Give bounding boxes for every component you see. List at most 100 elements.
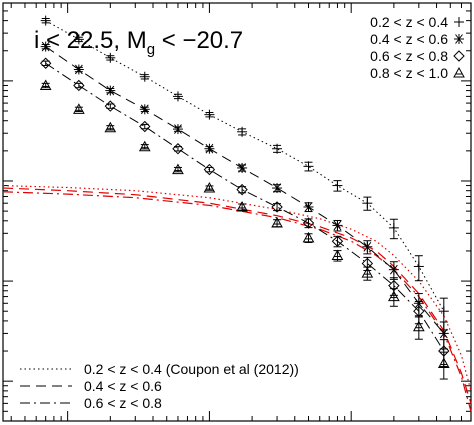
data-point-diamond (271, 201, 283, 213)
triangle-shape (236, 200, 248, 212)
data-point-triangle (271, 217, 283, 228)
data-point-triangle (388, 290, 400, 302)
data-point-plus (413, 261, 424, 272)
model-curve-3 (2, 191, 472, 412)
series-1-points (40, 15, 449, 331)
data-point-plus (139, 71, 150, 82)
data-point-triangle (73, 103, 85, 114)
triangle-shape (437, 357, 450, 369)
data-point-asterisk (438, 328, 449, 339)
model-curve-1 (2, 185, 472, 392)
chart-title: i < 22.5, Mg < −20.7 (34, 27, 243, 58)
plot-frame (2, 2, 472, 422)
diamond-shape (453, 50, 465, 62)
data-point-plus (272, 143, 283, 154)
data-point-triangle (39, 79, 52, 90)
chart-title-main: i < 22.5, M (34, 27, 147, 54)
triangle-shape (203, 182, 216, 193)
data-point-asterisk (139, 104, 150, 115)
legend-marker-triangle (453, 66, 465, 78)
data-point-triangle (437, 357, 450, 369)
diamond-shape (271, 201, 283, 213)
data-point-plus (362, 198, 373, 209)
triangle-shape (453, 66, 465, 78)
data-point-triangle (138, 140, 151, 152)
data-point-asterisk (362, 241, 373, 252)
triangle-shape (138, 140, 151, 152)
data-point-plus (105, 52, 116, 63)
data-point-diamond (172, 143, 184, 155)
data-point-triangle (104, 121, 117, 133)
data-point-asterisk (272, 183, 283, 194)
data-point-plus (40, 15, 51, 26)
series-4-points (39, 79, 450, 380)
series-line-3 (45, 62, 445, 352)
data-points (39, 15, 450, 380)
legend-model-lines: 0.2 < z < 0.4 (Coupon et al (2012))0.4 <… (20, 361, 299, 411)
data-point-asterisk (40, 41, 51, 52)
data-point-diamond (236, 183, 248, 196)
data-point-diamond (203, 163, 216, 176)
data-point-plus (204, 109, 215, 120)
data-point-triangle (172, 163, 184, 175)
diamond-shape (172, 143, 184, 155)
axis-ticks (3, 2, 471, 422)
legend-redshift-markers: 0.2 < z < 0.40.4 < z < 0.60.6 < z < 0.80… (370, 14, 465, 81)
data-point-triangle (361, 267, 374, 278)
series-lines (45, 20, 445, 352)
data-point-triangle (302, 231, 315, 243)
data-point-triangle (331, 249, 344, 261)
series-line-2 (45, 46, 445, 334)
legend-entry-label: 0.4 < z < 0.6 (370, 31, 448, 47)
diamond-shape (203, 163, 216, 176)
data-point-diamond (104, 100, 117, 112)
chart-title-subscript: g (147, 41, 155, 58)
triangle-shape (104, 121, 117, 133)
diamond-shape (73, 79, 85, 92)
data-point-triangle (236, 200, 248, 212)
legend-entry-label: 0.6 < z < 0.8 (370, 48, 448, 64)
triangle-shape (302, 231, 315, 243)
triangle-shape (39, 79, 52, 90)
data-point-plus (237, 126, 248, 137)
triangle-shape (331, 249, 344, 261)
diamond-shape (331, 235, 344, 247)
data-point-diamond (302, 217, 315, 229)
diamond-shape (139, 120, 151, 133)
triangle-shape (361, 267, 374, 278)
data-point-diamond (39, 57, 52, 69)
legend-entry-label: 0.6 < z < 0.8 (84, 395, 162, 411)
legend-entry-label: 0.8 < z < 1.0 (370, 65, 448, 81)
series-2-points (40, 41, 449, 350)
data-point-diamond (331, 235, 344, 247)
diamond-shape (104, 100, 117, 112)
data-point-plus (332, 180, 343, 191)
triangle-shape (271, 217, 283, 228)
data-point-plus (303, 161, 314, 172)
triangle-shape (73, 103, 85, 114)
legend-entry-label: 0.2 < z < 0.4 (370, 14, 448, 30)
data-point-asterisk (388, 264, 399, 275)
data-point-asterisk (303, 201, 314, 212)
data-point-asterisk (172, 124, 183, 135)
data-point-asterisk (332, 220, 343, 231)
data-point-triangle (412, 320, 425, 332)
legend-marker-asterisk (454, 34, 464, 44)
data-point-diamond (139, 120, 151, 133)
chart-title-tail: < −20.7 (155, 27, 243, 54)
diamond-shape (236, 183, 248, 196)
triangle-shape (388, 290, 400, 302)
diamond-shape (302, 217, 315, 229)
model-curves (2, 185, 472, 412)
data-point-diamond (73, 79, 85, 92)
diamond-shape (413, 305, 425, 317)
legend-entry-label: 0.4 < z < 0.6 (84, 378, 162, 394)
data-point-asterisk (73, 64, 84, 75)
data-point-plus (388, 222, 399, 233)
legend-entry-label: 0.2 < z < 0.4 (Coupon et al (2012)) (84, 361, 299, 377)
data-point-plus (172, 91, 183, 102)
data-point-plus (73, 34, 84, 45)
data-point-plus (438, 306, 449, 317)
legend-marker-plus (454, 17, 464, 27)
